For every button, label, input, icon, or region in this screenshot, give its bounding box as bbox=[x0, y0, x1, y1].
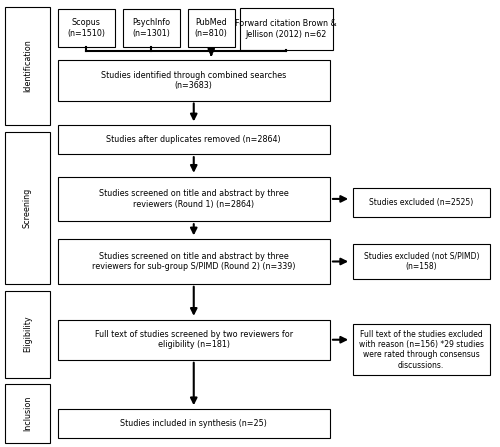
Text: Eligibility: Eligibility bbox=[23, 316, 32, 352]
Bar bbox=[58, 239, 330, 284]
Text: Scopus
(n=1510): Scopus (n=1510) bbox=[68, 18, 106, 38]
Text: Full text of studies screened by two reviewers for
eligibility (n=181): Full text of studies screened by two rev… bbox=[94, 330, 293, 350]
Bar bbox=[58, 177, 330, 221]
Text: Studies excluded (not S/PIMD)
(n=158): Studies excluded (not S/PIMD) (n=158) bbox=[364, 252, 479, 271]
Text: Studies screened on title and abstract by three
reviewers for sub-group S/PIMD (: Studies screened on title and abstract b… bbox=[92, 252, 296, 271]
Text: Screening: Screening bbox=[23, 188, 32, 228]
Text: Identification: Identification bbox=[23, 39, 32, 93]
Bar bbox=[58, 320, 330, 360]
Text: Studies included in synthesis (n=25): Studies included in synthesis (n=25) bbox=[120, 419, 267, 428]
Bar bbox=[58, 60, 330, 101]
Text: Full text of the studies excluded
with reason (n=156) *29 studies
were rated thr: Full text of the studies excluded with r… bbox=[359, 330, 484, 370]
Text: Studies excluded (n=2525): Studies excluded (n=2525) bbox=[369, 198, 474, 207]
Bar bbox=[5, 7, 50, 125]
Text: PsychInfo
(n=1301): PsychInfo (n=1301) bbox=[132, 18, 170, 38]
Bar bbox=[352, 244, 490, 279]
Bar bbox=[5, 384, 50, 443]
Text: Studies identified through combined searches
(n=3683): Studies identified through combined sear… bbox=[101, 71, 286, 90]
Bar bbox=[122, 9, 180, 47]
Text: Studies after duplicates removed (n=2864): Studies after duplicates removed (n=2864… bbox=[106, 135, 281, 144]
Bar bbox=[58, 409, 330, 438]
Bar bbox=[240, 8, 332, 50]
Text: Inclusion: Inclusion bbox=[23, 396, 32, 431]
Bar bbox=[58, 9, 115, 47]
Text: Forward citation Brown &
Jellison (2012) n=62: Forward citation Brown & Jellison (2012)… bbox=[236, 19, 337, 38]
Bar bbox=[5, 132, 50, 284]
Bar bbox=[58, 125, 330, 154]
Bar bbox=[352, 324, 490, 375]
Text: PubMed
(n=810): PubMed (n=810) bbox=[195, 18, 228, 38]
Bar bbox=[352, 188, 490, 217]
Text: Studies screened on title and abstract by three
reviewers (Round 1) (n=2864): Studies screened on title and abstract b… bbox=[99, 189, 288, 209]
Bar bbox=[188, 9, 235, 47]
Bar bbox=[5, 291, 50, 378]
